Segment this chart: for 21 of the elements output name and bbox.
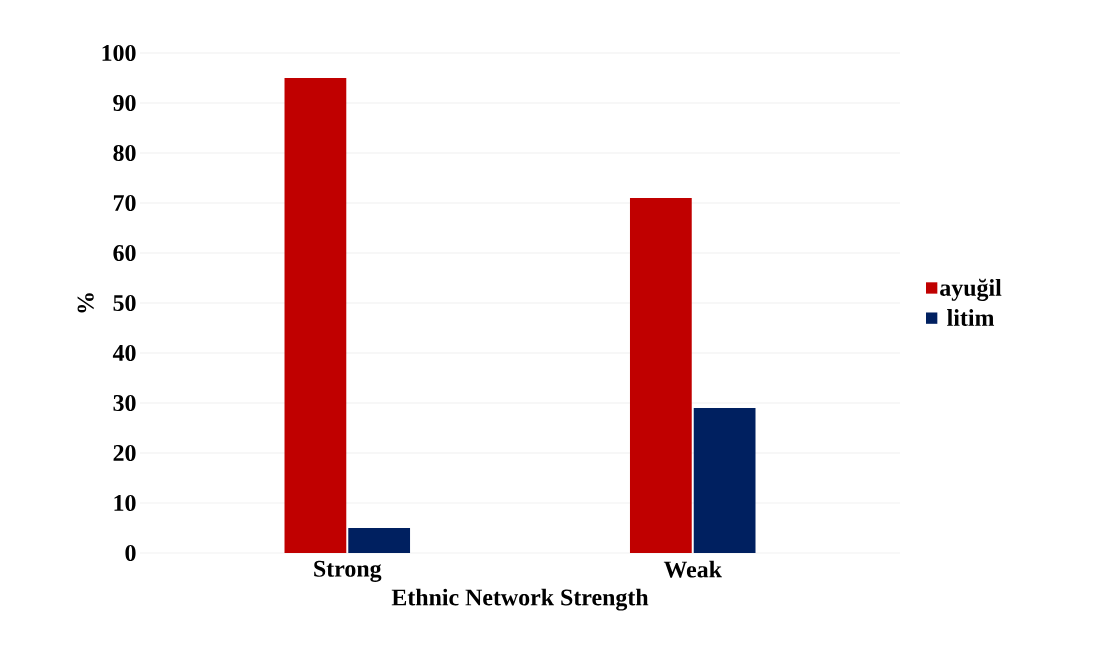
y-tick-label: 60 [113, 244, 136, 262]
x-tick-label: Weak [663, 560, 722, 578]
y-tick-label: 70 [113, 194, 136, 212]
bar [348, 528, 411, 553]
y-axis-title: % [77, 293, 94, 313]
y-tick-label: 10 [114, 494, 136, 512]
legend-label: ayuğil [940, 278, 1002, 301]
y-tick-label: 80 [113, 144, 136, 162]
y-tick-label: 100 [102, 44, 136, 62]
y-tick-label: 20 [113, 444, 136, 462]
bar [629, 198, 692, 553]
legend-label: litim [947, 309, 995, 326]
x-tick-label: Strong [314, 560, 382, 582]
y-tick-label: 40 [112, 344, 136, 362]
y-tick-label: 90 [113, 94, 136, 112]
x-axis-title: Ethnic Network Strength [391, 588, 649, 611]
y-tick-label: 50 [113, 294, 136, 312]
bar [693, 408, 756, 553]
y-tick-label: 30 [113, 394, 136, 412]
bar [284, 77, 347, 553]
y-tick-label: 0 [125, 544, 136, 562]
